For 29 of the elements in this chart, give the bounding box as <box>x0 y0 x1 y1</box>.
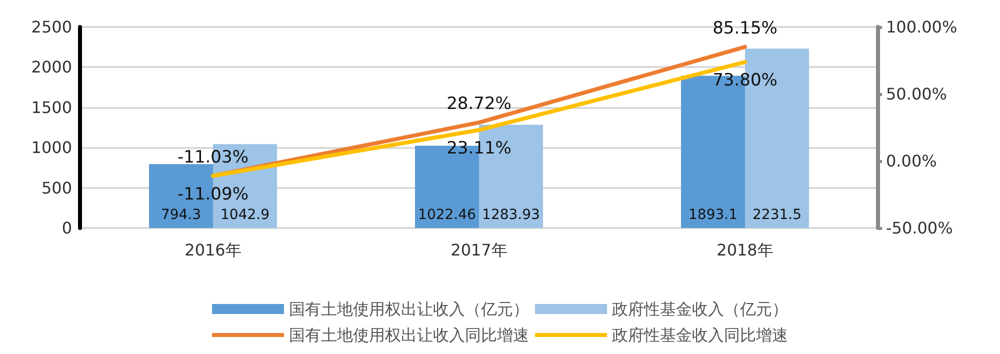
legend-label: 国有土地使用权出让收入同比增速 <box>289 326 529 344</box>
data-label: 28.72% <box>446 94 512 114</box>
y2-tick-label: -50.00% <box>886 218 953 238</box>
data-label: 794.3 <box>160 207 202 223</box>
y2-tick-label: 100.00% <box>886 18 958 36</box>
data-label: 1893.1 <box>688 207 738 223</box>
data-label: 23.11% <box>446 138 512 159</box>
y-tick-label: 500 <box>41 178 72 198</box>
data-label: -11.03% <box>178 147 248 168</box>
y-tick-label: 1500 <box>31 98 72 117</box>
y-tick-label: 0 <box>62 218 72 238</box>
y-tick-label: 2500 <box>31 18 72 36</box>
y-tick-label: 2000 <box>31 58 72 77</box>
legend-label: 国有土地使用权出让收入（亿元） <box>289 300 529 318</box>
legend-label: 政府性基金收入（亿元） <box>612 300 788 318</box>
data-label: 85.15% <box>712 18 778 38</box>
y2-tick-label: 50.00% <box>886 84 948 104</box>
x-tick-label: 2018年 <box>716 240 774 260</box>
data-label: 73.80% <box>712 70 778 91</box>
y-tick-label: 1000 <box>31 138 72 158</box>
data-label: 1283.93 <box>482 207 540 223</box>
data-label: 1042.9 <box>220 207 270 223</box>
data-label: 1022.46 <box>418 207 476 223</box>
legend-label: 政府性基金收入同比增速 <box>612 326 788 344</box>
x-tick-label: 2016年 <box>184 240 242 260</box>
x-tick-label: 2017年 <box>450 240 508 260</box>
y2-tick-label: 0.00% <box>886 152 937 170</box>
data-label: -11.09% <box>178 184 248 204</box>
data-label: 2231.5 <box>752 207 802 223</box>
